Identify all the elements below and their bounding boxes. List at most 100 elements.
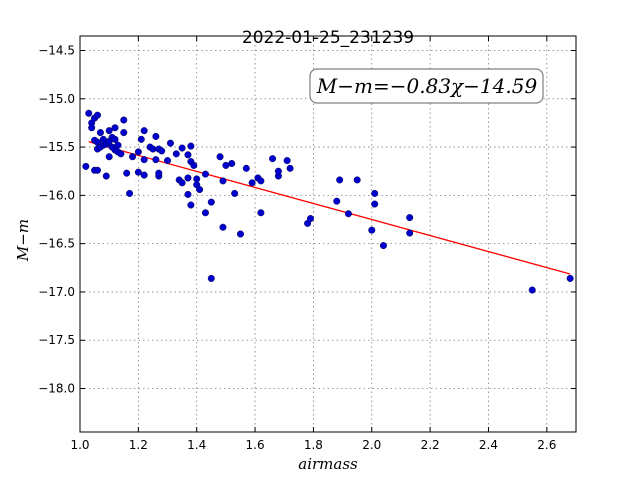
y-axis-label: M−m xyxy=(14,219,32,262)
data-point xyxy=(371,189,379,197)
data-point xyxy=(166,139,174,147)
data-point xyxy=(333,197,341,205)
data-point xyxy=(140,127,148,135)
data-point xyxy=(120,129,128,137)
y-tick-label: −16.5 xyxy=(38,237,75,251)
data-point xyxy=(178,144,186,152)
data-point xyxy=(172,150,180,158)
x-tick-label: 2.4 xyxy=(479,438,498,452)
data-point xyxy=(140,171,148,179)
data-point xyxy=(105,127,113,135)
data-point xyxy=(129,153,137,161)
chart-title: 2022-01-25_231239 xyxy=(242,28,414,48)
data-point xyxy=(269,155,277,163)
data-point xyxy=(406,214,414,222)
data-point xyxy=(368,226,376,234)
x-tick-label: 1.6 xyxy=(246,438,265,452)
data-point xyxy=(178,179,186,187)
data-point xyxy=(216,153,224,161)
x-tick-label: 2.2 xyxy=(421,438,440,452)
data-point xyxy=(134,168,142,176)
x-tick-label: 1.0 xyxy=(70,438,89,452)
data-point xyxy=(336,176,344,184)
fit-layer xyxy=(88,141,571,275)
data-point xyxy=(140,156,148,164)
data-point xyxy=(379,242,387,250)
data-point xyxy=(120,116,128,124)
data-point xyxy=(137,135,145,143)
data-point xyxy=(236,230,244,238)
data-point xyxy=(286,164,294,172)
fit-equation-frame xyxy=(309,68,544,104)
fit-equation-box: M−m=−0.83χ−14.59 xyxy=(309,68,544,104)
data-point xyxy=(190,161,198,169)
data-point xyxy=(257,177,265,185)
data-point xyxy=(134,148,142,156)
data-point xyxy=(114,141,122,149)
data-point xyxy=(187,201,195,209)
data-point xyxy=(344,210,352,218)
data-point xyxy=(406,229,414,237)
data-point xyxy=(126,189,134,197)
data-point xyxy=(184,174,192,182)
x-tick-label: 1.8 xyxy=(304,438,323,452)
points-layer xyxy=(82,109,574,294)
tick-layer xyxy=(79,36,576,432)
data-point xyxy=(306,215,314,223)
data-point xyxy=(88,124,96,132)
y-tick-labels: −14.5 −15.0 −15.5 −16.0 −16.5 −17.0 −17.5 −18.0 xyxy=(38,43,75,395)
y-tick-label: −18.0 xyxy=(38,382,75,396)
data-point xyxy=(149,145,157,153)
data-point xyxy=(164,157,172,165)
data-point xyxy=(248,179,256,187)
data-point xyxy=(231,189,239,197)
data-point xyxy=(196,186,204,194)
x-tick-label: 1.4 xyxy=(187,438,206,452)
data-point xyxy=(274,167,282,175)
y-tick-label: −15.0 xyxy=(38,92,75,106)
data-point xyxy=(111,135,119,143)
data-point xyxy=(219,177,227,185)
fit-line xyxy=(88,141,571,275)
data-point xyxy=(85,109,93,117)
data-point xyxy=(184,151,192,159)
data-point xyxy=(283,157,291,165)
data-point xyxy=(242,164,250,172)
data-point xyxy=(117,150,125,158)
plot-frame xyxy=(79,35,577,433)
y-tick-label: −14.5 xyxy=(38,43,75,57)
data-point xyxy=(158,147,166,155)
data-point xyxy=(82,162,90,170)
data-point xyxy=(123,169,131,177)
data-point xyxy=(187,142,195,150)
data-point xyxy=(222,161,230,169)
data-point xyxy=(207,274,215,282)
y-tick-label: −17.0 xyxy=(38,285,75,299)
data-point xyxy=(152,156,160,164)
x-tick-label: 1.2 xyxy=(129,438,148,452)
data-point xyxy=(152,132,160,140)
data-point xyxy=(105,153,113,161)
data-point xyxy=(207,198,215,206)
data-point xyxy=(566,274,574,282)
fit-equation: M−m=−0.83χ−14.59 xyxy=(316,74,538,98)
data-point xyxy=(257,209,265,217)
data-point xyxy=(353,176,361,184)
data-point xyxy=(102,172,110,180)
data-point xyxy=(96,129,104,137)
data-point xyxy=(219,223,227,231)
x-tick-label: 2.6 xyxy=(537,438,556,452)
x-tick-label: 2.0 xyxy=(362,438,381,452)
data-point xyxy=(184,190,192,198)
data-point xyxy=(228,159,236,167)
data-point xyxy=(111,124,119,132)
data-point xyxy=(371,200,379,208)
data-point xyxy=(201,170,209,178)
data-point xyxy=(94,111,102,119)
y-tick-label: −15.5 xyxy=(38,140,75,154)
y-tick-label: −17.5 xyxy=(38,333,75,347)
x-tick-labels: 1.0 1.2 1.4 1.6 1.8 2.0 2.2 2.4 2.6 xyxy=(70,438,556,452)
data-point xyxy=(528,286,536,294)
data-point xyxy=(155,169,163,177)
